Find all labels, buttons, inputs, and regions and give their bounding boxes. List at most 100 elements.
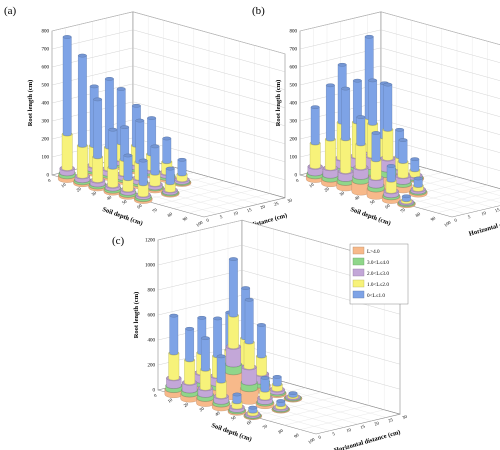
depth-tick-label: 40 bbox=[106, 194, 113, 201]
z-tick-label: 500 bbox=[42, 84, 50, 89]
z-tick-label: 300 bbox=[42, 120, 50, 125]
bar-stack bbox=[145, 144, 165, 194]
bar-segment-top bbox=[105, 77, 114, 81]
z-tick-label: 400 bbox=[42, 102, 50, 107]
bar-segment-top bbox=[337, 63, 347, 67]
depth-tick-label: 70 bbox=[399, 207, 406, 214]
bar-segment-top bbox=[353, 78, 362, 83]
distance-tick-label: 15 bbox=[360, 424, 367, 431]
depth-tick-label: 30 bbox=[198, 406, 205, 413]
bar-segment-top bbox=[364, 35, 374, 39]
bar-segment bbox=[62, 35, 72, 136]
bar-segment-top bbox=[326, 83, 335, 88]
bar-segment-top bbox=[341, 86, 350, 91]
panel-b: 0100200300400500600700800010203040506070… bbox=[252, 5, 500, 238]
bar-stack bbox=[161, 166, 180, 198]
panel-a: 0100200300400500600700800010203040506070… bbox=[4, 5, 293, 238]
bar-segment bbox=[341, 86, 350, 141]
bar-segment-top bbox=[116, 87, 126, 91]
bar-segment-top bbox=[241, 286, 250, 290]
bar-segment bbox=[201, 336, 210, 372]
depth-axis-title: Soil depth (cm) bbox=[101, 206, 143, 227]
distance-tick-label: 20 bbox=[260, 204, 267, 211]
bar-segment bbox=[257, 323, 266, 359]
depth-tick-label: 20 bbox=[323, 186, 330, 193]
depth-tick-label: 10 bbox=[60, 182, 67, 189]
z-tick-label: 600 bbox=[290, 66, 298, 71]
bar-segment-top bbox=[132, 104, 141, 108]
bar-segment-top bbox=[108, 127, 118, 132]
bar-stack bbox=[73, 53, 92, 187]
bar-segment bbox=[310, 105, 320, 145]
bar-stack bbox=[224, 257, 243, 401]
legend-swatch bbox=[352, 246, 365, 255]
bar-segment-top bbox=[288, 391, 298, 395]
distance-tick-label: 0 bbox=[206, 217, 211, 223]
bar-stack bbox=[180, 327, 199, 403]
bar-segment-top bbox=[244, 297, 254, 302]
depth-tick-label: 100 bbox=[307, 436, 316, 444]
bar-segment-top bbox=[89, 84, 99, 89]
bar-segment bbox=[213, 316, 222, 358]
bar-stack bbox=[271, 399, 290, 414]
bar-stack bbox=[88, 97, 107, 192]
z-tick-label: 100 bbox=[42, 156, 50, 161]
depth-tick-label: 40 bbox=[214, 410, 221, 417]
bar-segment-top bbox=[260, 376, 270, 380]
bar-segment bbox=[77, 143, 88, 179]
distance-tick-label: 25 bbox=[273, 200, 280, 207]
panel-label: (b) bbox=[252, 5, 265, 17]
bar-segment-top bbox=[310, 105, 320, 109]
bar-stack bbox=[243, 405, 262, 420]
bar-segment-top bbox=[386, 164, 396, 168]
bar-segment bbox=[383, 82, 393, 132]
depth-tick-label: 50 bbox=[121, 198, 128, 205]
distance-tick-label: 10 bbox=[481, 210, 488, 217]
distance-tick-label: 15 bbox=[246, 207, 253, 214]
bar-stack bbox=[306, 105, 325, 183]
depth-tick-label: 80 bbox=[277, 428, 284, 435]
bar-stack bbox=[283, 391, 303, 403]
z-tick-label: 200 bbox=[42, 138, 50, 143]
bar-segment bbox=[326, 83, 335, 142]
z-tick-label: 100 bbox=[290, 156, 298, 161]
bar-segment-top bbox=[197, 316, 207, 320]
z-tick-label: 600 bbox=[42, 66, 50, 71]
z-tick-label: 300 bbox=[290, 120, 298, 125]
legend-swatch bbox=[352, 268, 365, 277]
depth-tick-label: 70 bbox=[151, 207, 158, 214]
bar-stack bbox=[393, 138, 413, 194]
depth-tick-label: 10 bbox=[308, 182, 315, 189]
bar-segment bbox=[162, 136, 172, 164]
bar-segment bbox=[340, 136, 351, 174]
bar-stack bbox=[397, 194, 416, 208]
bar-segment-top bbox=[123, 153, 133, 158]
distance-tick-label: 0 bbox=[318, 434, 323, 440]
bar-segment-top bbox=[371, 131, 381, 135]
bar-segment-top bbox=[169, 313, 179, 318]
bar-segment bbox=[93, 97, 102, 159]
bar-segment-top bbox=[162, 136, 172, 141]
bar-segment-top bbox=[410, 157, 420, 161]
bar-segment-top bbox=[229, 257, 238, 261]
bar-segment bbox=[229, 257, 238, 318]
distance-tick-label: 30 bbox=[287, 197, 294, 204]
depth-tick-label: 90 bbox=[182, 215, 189, 222]
bar-segment bbox=[382, 127, 394, 161]
bar-stack bbox=[58, 35, 77, 183]
depth-tick-label: 50 bbox=[230, 414, 237, 421]
depth-tick-label: 20 bbox=[183, 401, 190, 408]
floor-gridline bbox=[284, 405, 369, 426]
distance-tick-label: 0 bbox=[454, 217, 459, 223]
legend: L>4.0 3.0<L≤4.0 2.0<L≤3.0 1.0<L≤2.0 0<L≤1.0 bbox=[349, 243, 409, 305]
z-axis-title: Root length (cm) bbox=[27, 80, 34, 127]
floor-gridline bbox=[300, 409, 385, 430]
z-tick-label: 200 bbox=[290, 138, 298, 143]
z-tick-label: 0 bbox=[153, 389, 156, 394]
z-tick-label: 600 bbox=[148, 314, 156, 319]
panel-label: (c) bbox=[112, 235, 125, 247]
bar-segment-top bbox=[150, 144, 160, 149]
bar-segment bbox=[216, 354, 226, 384]
bar-segment-top bbox=[232, 392, 242, 397]
bar-segment-top bbox=[413, 176, 423, 181]
